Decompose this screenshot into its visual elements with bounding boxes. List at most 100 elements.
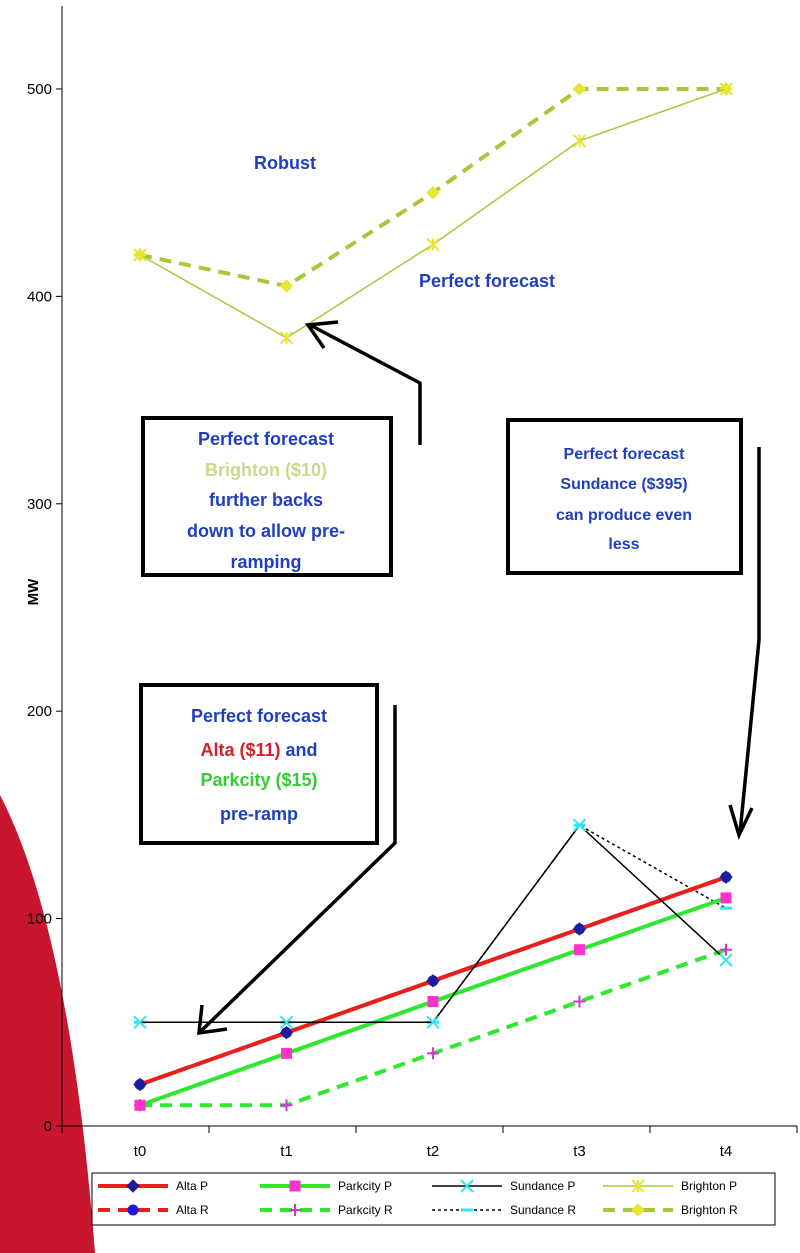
marker-x: [460, 1179, 474, 1193]
legend: Alta P Parkcity P Sundance P Brighton P Alta…: [91, 1172, 776, 1226]
marker-x: [719, 953, 733, 967]
data-point-parkcity-p: [574, 944, 585, 956]
legend-marker: [631, 1179, 645, 1193]
marker-diamond: [572, 82, 587, 96]
data-point-alta-p: [719, 870, 733, 884]
box1-line2: Brighton ($10): [205, 460, 327, 480]
marker-diamond: [572, 922, 587, 936]
y-tick-label: 0: [44, 1118, 52, 1135]
legend-item-alta-r: Alta R: [98, 1203, 209, 1217]
data-point-brighton-p: [719, 82, 733, 96]
marker-diamond: [426, 185, 440, 200]
legend-marker: [127, 1204, 139, 1216]
arrow-to-brighton: [309, 323, 422, 445]
marker-star: [572, 134, 587, 148]
series-parkcity-p: [134, 892, 732, 1111]
data-point-sundance-p: [572, 818, 587, 832]
arrow-to-alta-parkcity: [198, 705, 397, 1034]
box2-line1: Perfect forecast: [564, 446, 686, 463]
series-parkcity-r: [134, 943, 732, 1112]
box1-line1: Perfect forecast: [198, 429, 334, 449]
marker-square: [574, 944, 585, 956]
x-tick-label: t0: [134, 1143, 147, 1160]
data-point-parkcity-r: [720, 943, 732, 956]
x-tick-label: t4: [720, 1143, 733, 1160]
marker-square: [720, 892, 732, 904]
data-point-parkcity-r: [427, 1047, 439, 1060]
data-point-brighton-p: [279, 331, 294, 345]
data-point-brighton-r: [572, 82, 587, 96]
series-alta-p: [133, 870, 733, 1092]
data-point-sundance-p: [133, 1015, 147, 1030]
box1-line3: further backs: [209, 490, 323, 510]
series-line-parkcity-r: [140, 947, 727, 1108]
marker-x: [279, 1015, 294, 1030]
series-sundance-p: [133, 818, 733, 1030]
legend-item-brighton-r: Brighton R: [603, 1203, 738, 1217]
marker-diamond: [426, 974, 440, 988]
arrows: [197, 320, 761, 1036]
marker-plus: [280, 1099, 293, 1112]
marker-plus: [427, 1047, 439, 1060]
y-tick-label: 500: [27, 81, 52, 98]
data-point-parkcity-r: [280, 1099, 293, 1112]
box1-line4: down to allow pre-: [187, 521, 345, 541]
data-point-brighton-p: [572, 134, 587, 148]
x-tick-label: t3: [573, 1143, 586, 1160]
marker-star: [719, 82, 733, 96]
box2-line2: Sundance ($395): [560, 476, 687, 493]
data-point-brighton-r: [279, 279, 294, 293]
legend-item-alta-p: Alta P: [98, 1179, 208, 1193]
data-point-parkcity-p: [281, 1047, 292, 1059]
legend-label: Alta R: [176, 1203, 209, 1217]
box3-line2b: and: [281, 740, 318, 760]
callout-box-alta-parkcity: Perfect forecast Alta ($11) and Parkcity…: [139, 683, 379, 845]
box3-line1: Perfect forecast: [191, 706, 327, 726]
legend-label: Parkcity R: [338, 1203, 393, 1217]
y-tick-label: 400: [27, 288, 52, 305]
marker-circle: [127, 1204, 139, 1216]
arrow-to-sundance-head: [728, 804, 754, 840]
arrow-to-brighton-head: [304, 320, 339, 349]
data-point-parkcity-p: [134, 1099, 146, 1111]
series-sundance-r: [134, 823, 732, 1024]
marker-x: [133, 1015, 147, 1030]
data-point-parkcity-p: [427, 996, 439, 1008]
annotation-robust: Robust: [254, 153, 316, 173]
legend-marker: [631, 1203, 645, 1217]
legend-marker: [289, 1180, 301, 1192]
x-tick-label: t2: [427, 1143, 440, 1160]
marker-diamond: [279, 1025, 294, 1040]
marker-x: [426, 1015, 440, 1030]
legend-marker: [289, 1204, 301, 1216]
series-line-sundance-p: [140, 824, 727, 1024]
marker-diamond: [279, 279, 294, 293]
series-layer: [133, 82, 733, 1112]
marker-diamond: [133, 1077, 147, 1092]
data-point-sundance-p: [426, 1015, 440, 1030]
marker-diamond: [719, 870, 733, 884]
data-point-alta-p: [426, 974, 440, 988]
marker-square: [289, 1180, 301, 1192]
axes: 0 100 200 300 400 500 t0 t1 t2 t3 t4: [27, 6, 798, 1160]
marker-star: [426, 237, 440, 252]
marker-square: [134, 1099, 146, 1111]
series-brighton-r: [133, 82, 733, 293]
series-line-brighton-p: [139, 88, 727, 339]
decorative-red-shape: [0, 795, 95, 1253]
legend-label: Brighton R: [681, 1203, 738, 1217]
marker-plus: [720, 943, 732, 956]
box1-line5: ramping: [230, 552, 301, 572]
legend-item-sundance-p: Sundance P: [432, 1179, 575, 1193]
box3-line4: pre-ramp: [220, 804, 298, 824]
marker-square: [427, 996, 439, 1008]
data-point-parkcity-p: [720, 892, 732, 904]
marker-diamond: [126, 1179, 140, 1193]
y-tick-label: 100: [27, 911, 52, 928]
annotation-perfect-forecast: Perfect forecast: [419, 271, 555, 291]
series-brighton-p: [133, 82, 733, 345]
legend-items: Alta P Parkcity P Sundance P Brighton P Alta…: [98, 1179, 738, 1217]
data-point-brighton-p: [133, 248, 147, 262]
legend-item-parkcity-p: Parkcity P: [260, 1179, 392, 1193]
